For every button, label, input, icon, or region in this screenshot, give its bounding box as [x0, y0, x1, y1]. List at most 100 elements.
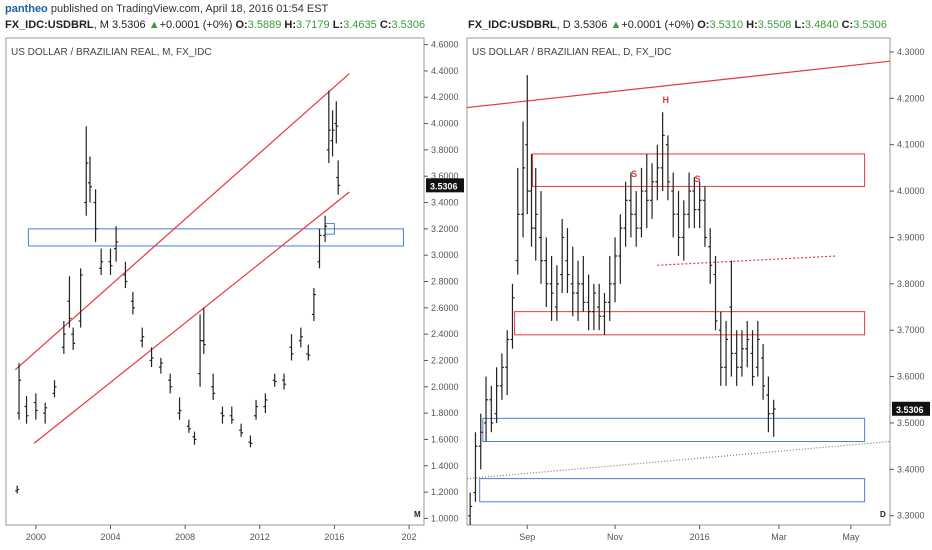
ohlc-bar	[33, 393, 38, 420]
ohlc-bar	[623, 181, 628, 247]
ohlc-bar	[489, 385, 494, 433]
y-tick-label: 3.6000	[431, 171, 459, 181]
plot-frame	[466, 37, 891, 526]
ohlc-bar	[570, 246, 575, 317]
ohlc-bar	[745, 320, 750, 368]
ohlc-bar	[326, 90, 331, 164]
ohlc-bar	[576, 260, 581, 321]
left-timeframe: M	[99, 19, 109, 31]
y-tick-label: 1.2000	[431, 487, 459, 497]
ohlc-bar	[687, 172, 692, 229]
ohlc-bar	[734, 330, 739, 386]
ohlc-bar	[602, 293, 607, 335]
y-tick-label: 3.5000	[897, 418, 925, 428]
ohlc-bar	[192, 431, 197, 445]
ohlc-bar	[24, 396, 29, 424]
ohlc-bar	[529, 153, 534, 247]
blue-zone	[27, 228, 404, 247]
ohlc-bar	[78, 268, 83, 328]
ohlc-bar	[692, 177, 697, 229]
y-tick-label: 1.6000	[431, 434, 459, 444]
x-tick-label: 2016	[324, 532, 344, 542]
x-tick-label: Mar	[771, 532, 787, 542]
left-ohlc-header: FX_IDC:USDBRL, M 3.5306 ▲+0.0001 (+0%) O…	[5, 19, 426, 31]
ohlc-bar	[317, 228, 322, 269]
last-price-label: 3.5306	[896, 405, 924, 415]
ohlc-bar	[272, 373, 277, 387]
ohlc-bar	[484, 376, 489, 442]
ohlc-bar	[330, 110, 335, 157]
x-tick-label: 202	[402, 532, 417, 542]
y-tick-label: 4.6000	[431, 40, 459, 50]
red-zone	[514, 311, 866, 336]
left-high: 3.7179	[296, 19, 330, 31]
up-arrow-icon: ▲	[148, 19, 160, 31]
x-tick-label: 2004	[100, 532, 120, 542]
y-tick-label: 3.3000	[897, 511, 925, 521]
ohlc-bar	[468, 492, 473, 525]
ohlc-bar	[298, 327, 303, 348]
chart-pane-1: US DOLLAR / BRAZILIAN REAL, M, FX_IDC 4.6…	[5, 37, 464, 542]
right-price: 3.5306	[573, 19, 608, 31]
y-tick-label: 3.0000	[431, 250, 459, 260]
ohlc-bar	[634, 191, 639, 247]
ohlc-bar	[544, 237, 549, 308]
y-tick-label: 2.0000	[431, 382, 459, 392]
ohlc-bar	[750, 330, 755, 386]
y-tick-label: 4.3000	[897, 47, 925, 57]
left-price: 3.5306	[111, 19, 146, 31]
chart-title: US DOLLAR / BRAZILIAN REAL, D, FX_IDC	[472, 47, 672, 58]
ohlc-bar	[739, 330, 744, 377]
red-zone	[532, 153, 866, 187]
y-tick-label: 3.7000	[897, 325, 925, 335]
right-low: 3.4840	[804, 19, 839, 31]
ohlc-bar	[67, 276, 72, 328]
y-tick-label: 3.2000	[431, 224, 459, 234]
pattern-label: S	[695, 174, 701, 184]
y-tick-label: 4.0000	[897, 186, 925, 196]
ohlc-bar	[718, 311, 723, 386]
y-tick-label: 3.8000	[431, 145, 459, 155]
ohlc-bar	[336, 160, 341, 195]
ohlc-bar	[607, 255, 612, 321]
ohlc-bar	[510, 283, 515, 349]
ohlc-bar	[84, 126, 89, 216]
ohlc-bar	[533, 167, 538, 261]
y-tick-label: 2.4000	[431, 329, 459, 339]
ohlc-bar	[248, 435, 253, 448]
ohlc-bar	[87, 156, 92, 203]
ohlc-bar	[198, 314, 203, 387]
ohlc-bar	[229, 406, 234, 424]
ohlc-bar	[618, 214, 623, 284]
last-price-tag	[426, 178, 464, 193]
ohlc-bar	[660, 112, 665, 192]
right-close: 3.5306	[853, 19, 887, 31]
ohlc-bar	[478, 413, 483, 470]
ohlc-bar	[99, 248, 104, 275]
ohlc-bar	[525, 75, 530, 215]
pattern-label: H	[663, 95, 670, 105]
ohlc-bar	[220, 406, 225, 424]
publisher-name[interactable]: pantheo	[5, 3, 48, 15]
ohlc-bar	[282, 373, 287, 390]
ohlc-bar	[149, 347, 154, 368]
ohlc-bar	[581, 255, 586, 312]
left-symbol: FX_IDC:USDBRL	[5, 19, 94, 31]
ohlc-bar	[123, 261, 128, 289]
ohlc-bar	[158, 357, 163, 374]
ohlc-bar	[597, 283, 602, 331]
pattern-label: S	[631, 169, 637, 179]
right-high: 3.5508	[757, 19, 792, 31]
ohlc-bar	[473, 432, 478, 502]
ohlc-bar	[591, 283, 596, 331]
y-tick-label: 2.6000	[431, 303, 459, 313]
ohlc-bar	[565, 228, 570, 294]
ohlc-bar	[713, 255, 718, 331]
y-tick-label: 4.0000	[431, 119, 459, 129]
x-tick-label: May	[842, 532, 860, 542]
ohlc-bar	[334, 101, 339, 144]
ohlc-bar	[681, 200, 686, 261]
ohlc-bar	[311, 288, 316, 321]
blue-zone	[482, 417, 866, 443]
